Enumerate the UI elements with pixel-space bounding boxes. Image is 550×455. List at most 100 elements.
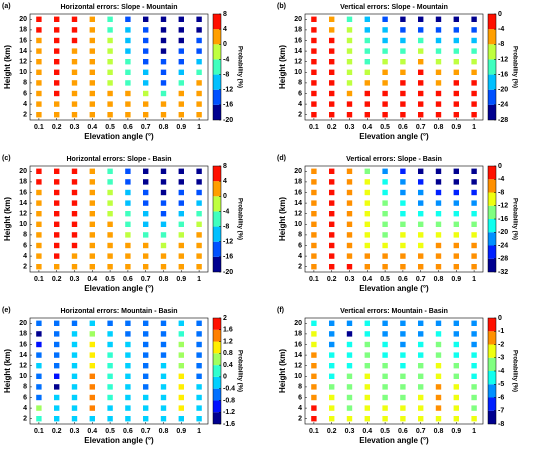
cell-marker	[453, 264, 459, 270]
cell-marker	[346, 59, 353, 65]
cell-marker	[418, 101, 424, 107]
cell-marker	[89, 242, 95, 249]
cell-marker	[418, 341, 424, 348]
cell-marker	[471, 384, 477, 390]
cell-marker	[125, 80, 131, 86]
panel-label: (d)	[277, 155, 286, 162]
colorbar-bin	[488, 166, 496, 180]
cell-marker	[107, 394, 113, 401]
cell-marker	[143, 90, 149, 97]
cell-marker	[329, 16, 335, 22]
cell-marker	[329, 211, 335, 217]
cell-marker	[453, 416, 459, 422]
cell-marker	[311, 101, 317, 107]
colorbar-bin	[488, 410, 496, 424]
panel-title: Vertical errors: Slope - Basin	[346, 156, 442, 163]
colorbar-tick-label: 0	[498, 315, 502, 322]
cell-marker	[382, 352, 388, 358]
x-tick-label: 0.6	[398, 276, 408, 283]
cell-marker	[71, 394, 78, 401]
cell-marker	[435, 221, 442, 227]
cell-marker	[54, 221, 60, 227]
colorbar-tick-label: 0	[223, 193, 227, 200]
cell-marker	[143, 341, 149, 348]
cell-marker	[54, 363, 60, 369]
colorbar-tick-label: -2	[498, 341, 504, 348]
cell-marker	[143, 69, 149, 75]
x-tick-label: 0.1	[34, 124, 44, 131]
cell-marker	[107, 90, 113, 97]
cell-marker	[418, 48, 424, 54]
cell-marker	[196, 101, 202, 107]
x-tick-label: 0.4	[87, 124, 97, 131]
cell-marker	[178, 200, 184, 206]
cell-marker	[54, 405, 60, 411]
cell-marker	[418, 16, 424, 22]
cell-marker	[329, 363, 335, 369]
cell-marker	[346, 394, 353, 401]
cell-marker	[364, 48, 370, 54]
cell-marker	[143, 112, 149, 118]
colorbar-label: Probability (%)	[511, 46, 517, 88]
cell-marker	[160, 264, 167, 270]
cell-marker	[178, 363, 184, 369]
cell-marker	[346, 320, 353, 326]
cell-marker	[89, 320, 95, 326]
cell-marker	[143, 211, 149, 217]
cell-marker	[178, 189, 184, 196]
cell-marker	[89, 232, 95, 238]
y-tick-label: 10	[19, 69, 27, 76]
cell-marker	[311, 16, 317, 22]
cell-marker	[54, 242, 60, 249]
cell-marker	[311, 200, 317, 206]
cell-marker	[36, 211, 42, 217]
x-tick-label: 0.2	[327, 428, 337, 435]
colorbar-tick-label: -16	[223, 102, 233, 109]
cell-marker	[107, 363, 113, 369]
cell-marker	[178, 341, 184, 348]
cell-marker	[346, 80, 353, 86]
cell-marker	[89, 90, 95, 97]
cell-marker	[178, 384, 184, 390]
y-tick-label: 14	[19, 200, 27, 207]
plot-frame	[29, 165, 209, 273]
cell-marker	[329, 352, 335, 358]
cell-marker	[54, 90, 60, 97]
cell-marker	[329, 221, 335, 227]
cell-marker	[364, 189, 370, 196]
x-tick-label: 0.2	[52, 276, 62, 283]
cell-marker	[178, 48, 184, 54]
y-axis-label: Height (km)	[278, 349, 287, 393]
cell-marker	[418, 416, 424, 422]
cell-marker	[89, 331, 95, 337]
y-tick-label: 16	[294, 189, 302, 196]
cell-marker	[346, 16, 353, 22]
colorbar-tick-label: -7	[498, 408, 504, 415]
cell-marker	[89, 341, 95, 348]
colorbar-tick-label: -16	[498, 71, 508, 78]
colorbar-tick-label: -20	[223, 117, 233, 124]
cell-marker	[125, 200, 131, 206]
colorbar-tick-label: 0	[498, 11, 502, 18]
colorbar-bin	[488, 219, 496, 233]
cell-marker	[143, 331, 149, 337]
cell-marker	[54, 59, 60, 65]
plot-frame	[304, 13, 484, 121]
x-tick-label: 0.7	[141, 124, 151, 131]
cell-marker	[418, 373, 424, 379]
cell-marker	[400, 179, 406, 185]
cell-marker	[71, 253, 78, 259]
cell-marker	[400, 394, 406, 401]
cell-marker	[107, 69, 113, 75]
x-tick-label: 0.2	[327, 276, 337, 283]
cell-marker	[435, 101, 442, 107]
cell-marker	[329, 200, 335, 206]
cell-marker	[54, 341, 60, 348]
x-tick-label: 0.5	[105, 276, 115, 283]
cell-marker	[178, 264, 184, 270]
x-tick-label: 0.6	[398, 428, 408, 435]
colorbar-tick-label: -4	[498, 368, 504, 375]
y-tick-label: 2	[23, 264, 27, 271]
cell-marker	[346, 242, 353, 249]
